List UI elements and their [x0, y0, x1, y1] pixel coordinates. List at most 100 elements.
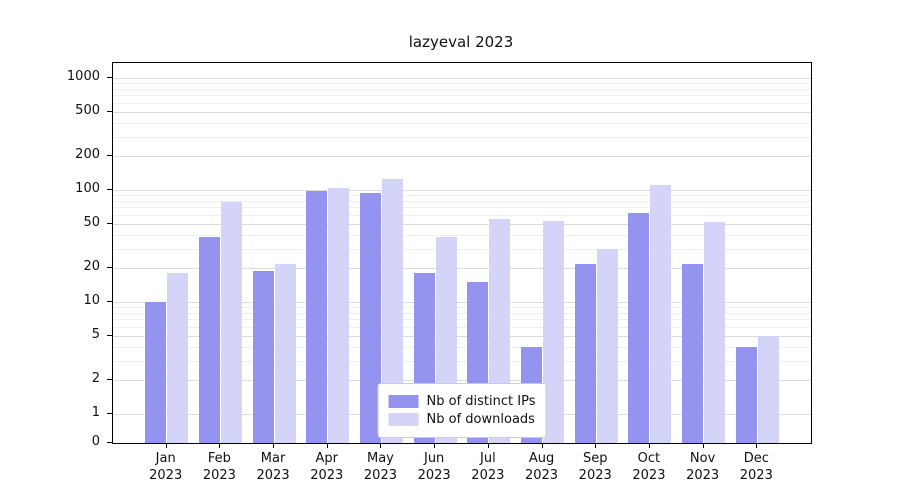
minor-gridline	[113, 122, 811, 124]
y-tick-label: 200	[75, 147, 100, 163]
bar	[596, 248, 618, 443]
x-tick-mark	[541, 443, 543, 448]
y-tick-label: 5	[91, 326, 100, 342]
y-tick-label: 100	[75, 181, 100, 196]
y-tick-mark	[107, 379, 112, 381]
major-gridline	[113, 111, 811, 113]
x-tick-mark	[595, 443, 597, 448]
y-tick-mark	[107, 222, 112, 224]
x-tick-label: Jan 2023	[149, 451, 183, 483]
minor-gridline	[113, 207, 811, 209]
x-tick-label: Mar 2023	[256, 451, 290, 483]
minor-gridline	[113, 319, 811, 321]
legend-label-distinct-ips: Nb of distinct IPs	[426, 394, 536, 409]
minor-gridline	[113, 83, 811, 85]
plot-area: Nb of distinct IPs Nb of downloads	[112, 62, 812, 444]
x-tick-label: Dec 2023	[739, 451, 773, 483]
y-tick-label: 20	[83, 259, 100, 275]
minor-gridline	[113, 214, 811, 216]
bar	[735, 346, 757, 443]
x-tick-mark	[219, 443, 221, 448]
y-tick-mark	[107, 334, 112, 336]
major-gridline	[113, 190, 811, 191]
y-tick-mark	[107, 442, 112, 443]
major-gridline	[113, 223, 811, 225]
y-tick-mark	[107, 267, 112, 269]
minor-gridline	[113, 346, 811, 348]
x-tick-mark	[702, 443, 704, 448]
bar	[381, 179, 403, 443]
major-gridline	[113, 302, 811, 303]
x-tick-mark	[756, 443, 758, 448]
bar	[306, 191, 328, 443]
bar	[145, 302, 167, 443]
y-tick-mark	[107, 77, 112, 78]
legend: Nb of distinct IPs Nb of downloads	[377, 383, 547, 438]
x-tick-mark	[380, 443, 382, 448]
y-tick-label: 2	[91, 371, 100, 387]
major-gridline	[113, 156, 811, 158]
y-tick-mark	[107, 155, 112, 157]
bar	[359, 192, 381, 443]
x-tick-label: Aug 2023	[524, 451, 559, 483]
x-tick-label: Jun 2023	[417, 451, 451, 483]
bar	[274, 263, 296, 443]
x-tick-mark	[273, 443, 275, 448]
minor-gridline	[113, 360, 811, 362]
minor-gridline	[113, 248, 811, 250]
y-tick-mark	[107, 110, 112, 112]
x-tick-mark	[326, 443, 328, 448]
x-tick-label: Jul 2023	[471, 451, 505, 483]
minor-gridline	[113, 88, 811, 90]
major-gridline	[113, 78, 811, 79]
minor-gridline	[113, 234, 811, 236]
minor-gridline	[113, 95, 811, 97]
bar	[167, 273, 189, 443]
bar	[574, 263, 596, 443]
bar	[650, 185, 672, 443]
bar	[220, 202, 242, 443]
x-tick-mark	[165, 443, 167, 448]
y-tick-mark	[107, 301, 112, 302]
bar	[198, 237, 220, 443]
minor-gridline	[113, 200, 811, 202]
major-gridline	[113, 380, 811, 382]
x-tick-mark	[434, 443, 436, 448]
legend-swatch-distinct-ips-icon	[388, 395, 419, 408]
minor-gridline	[113, 195, 811, 197]
bar	[704, 221, 726, 443]
bar	[682, 263, 704, 443]
y-tick-label: 500	[75, 102, 100, 118]
minor-gridline	[113, 326, 811, 328]
legend-item-distinct-ips: Nb of distinct IPs	[388, 394, 536, 409]
x-tick-label: Oct 2023	[632, 451, 666, 483]
bar	[252, 270, 274, 443]
minor-gridline	[113, 102, 811, 104]
x-tick-label: May 2023	[363, 451, 397, 483]
x-tick-label: Feb 2023	[202, 451, 236, 483]
legend-label-downloads: Nb of downloads	[426, 412, 535, 427]
minor-gridline	[113, 312, 811, 314]
major-gridline	[113, 268, 811, 270]
y-tick-mark	[107, 413, 112, 414]
x-tick-label: Sep 2023	[578, 451, 612, 483]
bar	[328, 187, 350, 443]
bar	[628, 213, 650, 443]
x-tick-mark	[487, 443, 489, 448]
y-tick-label: 1	[91, 405, 100, 420]
bar	[543, 220, 565, 443]
y-tick-label: 10	[83, 293, 100, 308]
chart-title: lazyeval 2023	[408, 33, 514, 51]
y-tick-label: 50	[83, 214, 100, 230]
x-tick-mark	[648, 443, 650, 448]
legend-swatch-downloads-icon	[388, 413, 419, 426]
minor-gridline	[113, 136, 811, 138]
x-tick-label: Apr 2023	[310, 451, 344, 483]
major-gridline	[113, 335, 811, 337]
legend-item-downloads: Nb of downloads	[388, 412, 536, 427]
bar	[757, 335, 779, 443]
y-tick-label: 1000	[66, 69, 100, 84]
minor-gridline	[113, 307, 811, 309]
x-tick-label: Nov 2023	[686, 451, 720, 483]
